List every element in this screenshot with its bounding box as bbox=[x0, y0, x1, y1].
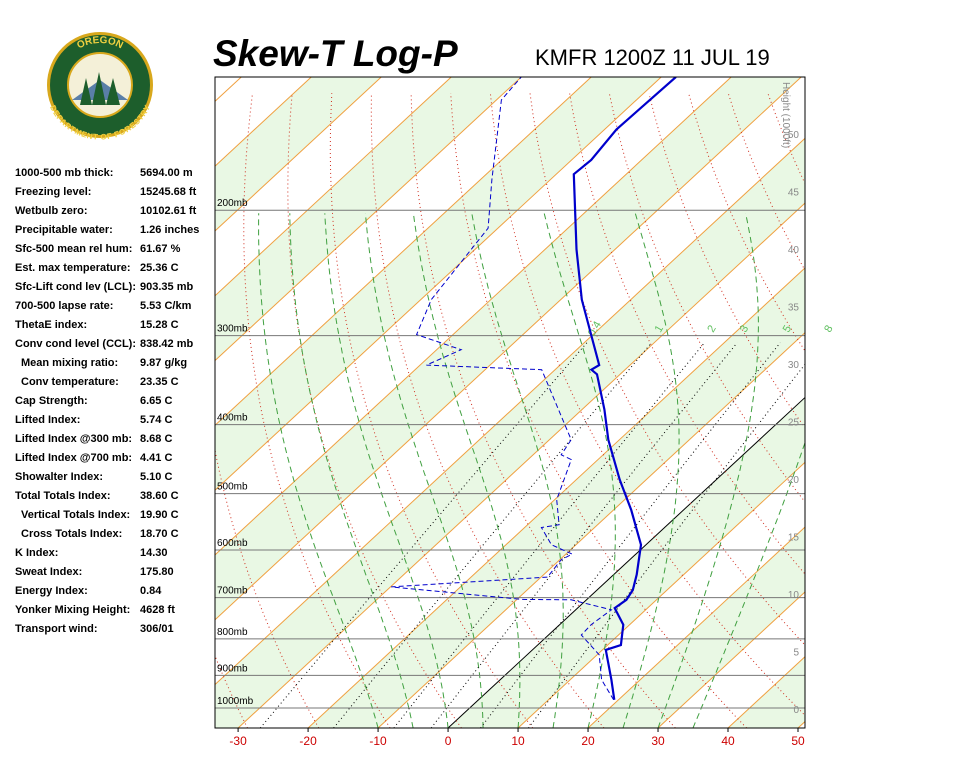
stat-value: 6.65 C bbox=[140, 395, 172, 407]
stat-value: 1.26 inches bbox=[140, 224, 199, 236]
stat-label: Yonker Mixing Height: bbox=[15, 604, 130, 616]
stat-value: 4.41 C bbox=[140, 452, 172, 464]
stat-value: 5694.00 m bbox=[140, 167, 193, 179]
stat-value: 38.60 C bbox=[140, 490, 179, 502]
stat-label: 700-500 lapse rate: bbox=[15, 300, 113, 312]
stat-value: 8.68 C bbox=[140, 433, 172, 445]
y-tick-label: 600mb bbox=[217, 538, 248, 549]
stat-value: 19.90 C bbox=[140, 509, 179, 521]
y2-tick-label: 30 bbox=[788, 360, 800, 371]
y-tick-label: 400mb bbox=[217, 413, 248, 424]
stat-value: 10102.61 ft bbox=[140, 205, 197, 217]
stat-label: Cross Totals Index: bbox=[21, 528, 122, 540]
y2-tick-label: 40 bbox=[788, 245, 800, 256]
isotherm-band bbox=[868, 77, 960, 728]
stat-label: Conv cond level (CCL): bbox=[15, 338, 136, 350]
stat-label: Cap Strength: bbox=[15, 395, 88, 407]
y2-tick-label: 15 bbox=[788, 533, 800, 544]
chart-subtitle: KMFR 1200Z 11 JUL 19 bbox=[535, 45, 770, 70]
y2-tick-label: 45 bbox=[788, 188, 800, 199]
y-tick-label: 500mb bbox=[217, 482, 248, 493]
y2-tick-label: 20 bbox=[788, 475, 800, 486]
stat-value: 14.30 bbox=[140, 547, 168, 559]
y-tick-label: 900mb bbox=[217, 663, 248, 674]
y2-axis-label: Height (1000ft) bbox=[780, 82, 791, 148]
stat-label: Vertical Totals Index: bbox=[21, 509, 130, 521]
stat-label: K Index: bbox=[15, 547, 58, 559]
y2-tick-label: 5 bbox=[793, 648, 799, 659]
stat-label: 1000-500 mb thick: bbox=[15, 167, 113, 179]
y2-tick-label: 35 bbox=[788, 303, 800, 314]
x-tick-label: 40 bbox=[721, 734, 735, 748]
dry-adiabat bbox=[847, 93, 960, 728]
stat-label: Sfc-Lift cond lev (LCL): bbox=[15, 281, 136, 293]
stat-label: Total Totals Index: bbox=[15, 490, 111, 502]
y-tick-label: 700mb bbox=[217, 586, 248, 597]
x-tick-label: 20 bbox=[581, 734, 595, 748]
x-tick-label: -30 bbox=[229, 734, 247, 748]
stat-value: 23.35 C bbox=[140, 376, 179, 388]
stat-value: 903.35 mb bbox=[140, 281, 193, 293]
logo: OREGON DEPARTMENT OF FORESTRY bbox=[47, 32, 153, 142]
dry-adiabat bbox=[808, 93, 960, 728]
stat-label: Mean mixing ratio: bbox=[21, 357, 118, 369]
stat-value: 18.70 C bbox=[140, 528, 179, 540]
y-tick-label: 200mb bbox=[217, 198, 248, 209]
stat-label: Sfc-500 mean rel hum: bbox=[15, 243, 132, 255]
stat-label: Energy Index: bbox=[15, 585, 88, 597]
stat-value: 175.80 bbox=[140, 566, 174, 578]
stat-value: 0.84 bbox=[140, 585, 162, 597]
chart-title: Skew-T Log-P bbox=[213, 33, 458, 74]
stat-label: Lifted Index @300 mb: bbox=[15, 433, 132, 445]
x-tick-label: 30 bbox=[651, 734, 665, 748]
stat-label: Showalter Index: bbox=[15, 471, 103, 483]
stat-label: Sweat Index: bbox=[15, 566, 82, 578]
dry-adiabat bbox=[926, 93, 960, 728]
y-tick-label: 300mb bbox=[217, 324, 248, 335]
isotherm bbox=[868, 77, 960, 728]
y2-tick-label: 0 bbox=[793, 705, 799, 716]
isotherm bbox=[798, 77, 960, 728]
stat-label: Transport wind: bbox=[15, 623, 98, 635]
x-tick-label: -10 bbox=[369, 734, 387, 748]
stat-value: 5.74 C bbox=[140, 414, 172, 426]
stat-value: 15.28 C bbox=[140, 319, 179, 331]
y-tick-label: 1000mb bbox=[217, 696, 254, 707]
stat-label: Lifted Index @700 mb: bbox=[15, 452, 132, 464]
mixing-ratio-label: 2 bbox=[705, 323, 718, 334]
stat-label: Lifted Index: bbox=[15, 414, 80, 426]
stat-label: Freezing level: bbox=[15, 186, 91, 198]
stat-label: Wetbulb zero: bbox=[15, 205, 88, 217]
stat-label: Est. max temperature: bbox=[15, 262, 131, 274]
x-tick-label: 0 bbox=[445, 734, 452, 748]
stat-value: 9.87 g/kg bbox=[140, 357, 187, 369]
y-tick-label: 800mb bbox=[217, 627, 248, 638]
x-tick-label: 10 bbox=[511, 734, 525, 748]
dry-adiabat bbox=[887, 93, 960, 728]
stat-label: Conv temperature: bbox=[21, 376, 119, 388]
stat-value: 5.10 C bbox=[140, 471, 172, 483]
mixing-ratio-label: 8 bbox=[822, 323, 835, 334]
stat-label: Precipitable water: bbox=[15, 224, 113, 236]
stat-value: 15245.68 ft bbox=[140, 186, 197, 198]
stat-value: 838.42 mb bbox=[140, 338, 193, 350]
y2-tick-label: 25 bbox=[788, 418, 800, 429]
stat-value: 61.67 % bbox=[140, 243, 181, 255]
x-tick-label: 50 bbox=[791, 734, 805, 748]
stats-panel: 1000-500 mb thick: 5694.00 m Freezing leve… bbox=[15, 167, 199, 635]
stat-value: 306/01 bbox=[140, 623, 174, 635]
stat-label: ThetaE index: bbox=[15, 319, 87, 331]
stat-value: 5.53 C/km bbox=[140, 300, 192, 312]
y2-tick-label: 10 bbox=[788, 590, 800, 601]
x-tick-label: -20 bbox=[299, 734, 317, 748]
stat-value: 4628 ft bbox=[140, 604, 175, 616]
stat-value: 25.36 C bbox=[140, 262, 179, 274]
